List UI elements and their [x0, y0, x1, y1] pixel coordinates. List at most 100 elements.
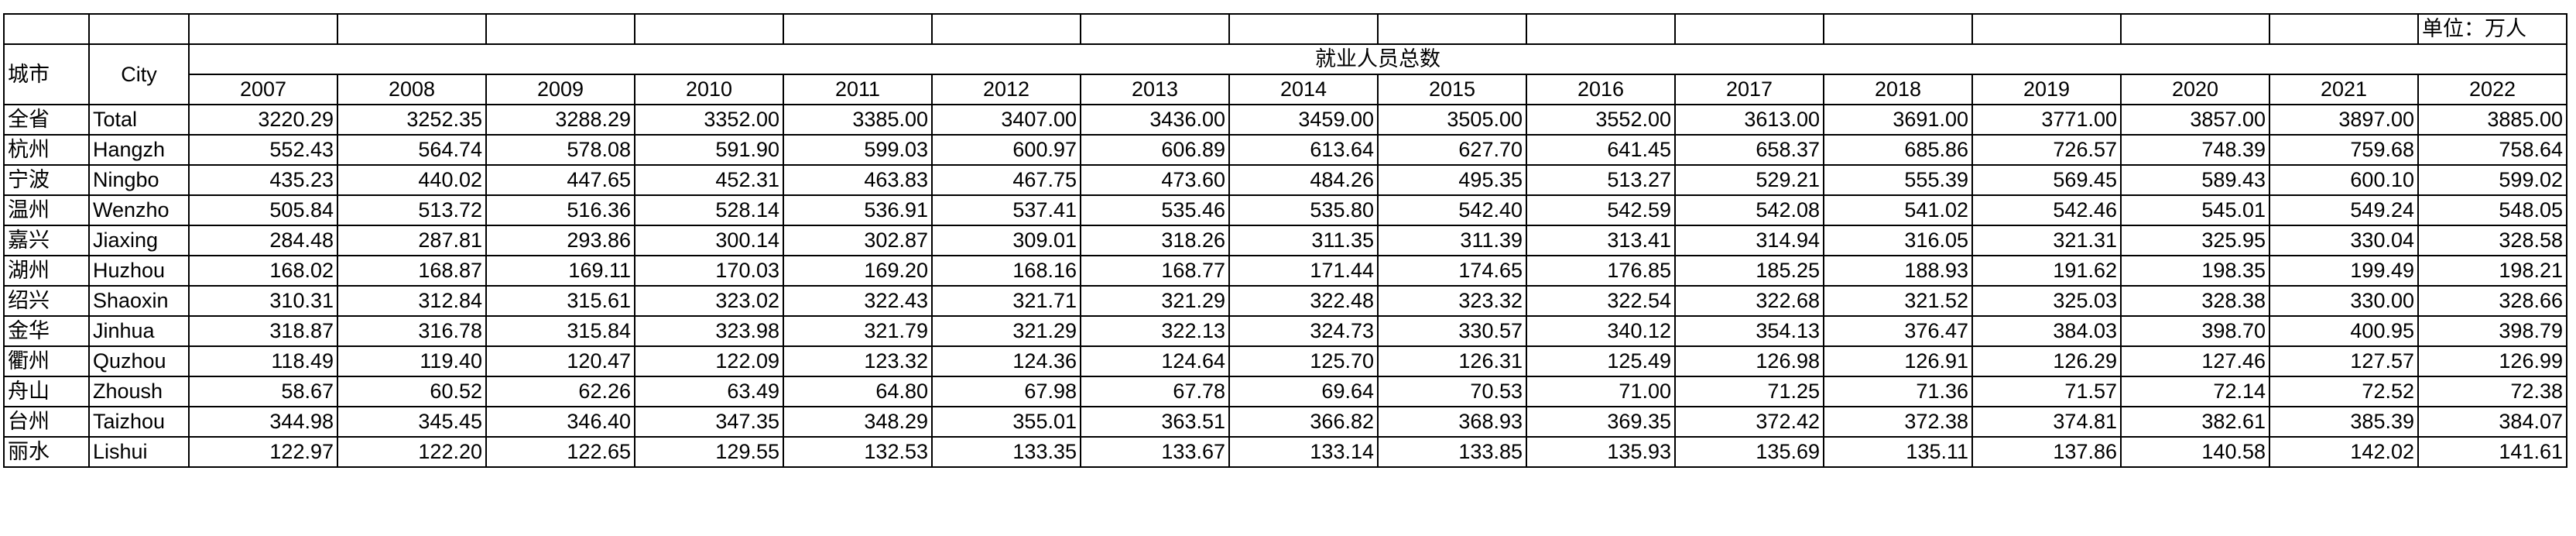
- table-row: 衢州 Quzhou 118.49 119.40 120.47 122.09 123.32 12…: [3, 345, 2567, 377]
- value-cell: 599.02: [2417, 164, 2567, 196]
- year-header: 2019: [1971, 74, 2122, 105]
- value-cell: 118.49: [188, 345, 338, 377]
- value-cell: 3505.00: [1377, 104, 1527, 136]
- value-cell: 140.58: [2120, 436, 2270, 468]
- value-cell: 346.40: [485, 406, 635, 438]
- value-cell: 62.26: [485, 376, 635, 407]
- value-cell: 548.05: [2417, 194, 2567, 226]
- city-en: Hangzh: [88, 134, 190, 166]
- table-row: 温州 Wenzho 505.84 513.72 516.36 528.14 536.91 53…: [3, 194, 2567, 226]
- value-cell: 168.77: [1080, 255, 1230, 287]
- city-cn: 宁波: [3, 164, 90, 196]
- city-en: Jiaxing: [88, 225, 190, 256]
- value-cell: 312.84: [337, 285, 487, 317]
- value-cell: 198.35: [2120, 255, 2270, 287]
- value-cell: 126.99: [2417, 345, 2567, 377]
- value-cell: 133.14: [1228, 436, 1379, 468]
- value-cell: 330.04: [2269, 225, 2419, 256]
- city-cn: 台州: [3, 406, 90, 438]
- value-cell: 3459.00: [1228, 104, 1379, 136]
- value-cell: 354.13: [1674, 315, 1824, 347]
- city-cn: 全省: [3, 104, 90, 136]
- value-cell: 400.95: [2269, 315, 2419, 347]
- year-header: 2007: [188, 74, 338, 105]
- value-cell: 385.39: [2269, 406, 2419, 438]
- value-cell: 311.35: [1228, 225, 1379, 256]
- value-cell: 552.43: [188, 134, 338, 166]
- value-cell: 63.49: [634, 376, 784, 407]
- value-cell: 542.59: [1526, 194, 1676, 226]
- value-cell: 122.97: [188, 436, 338, 468]
- value-cell: 141.61: [2417, 436, 2567, 468]
- table-row: 2007 2008 2009 2010 2011 2012 2013 2014 2015 2016…: [4, 74, 2567, 105]
- value-cell: 300.14: [634, 225, 784, 256]
- value-cell: 372.42: [1674, 406, 1824, 438]
- value-cell: 3771.00: [1971, 104, 2122, 136]
- value-cell: 505.84: [188, 194, 338, 226]
- value-cell: 3613.00: [1674, 104, 1824, 136]
- value-cell: 284.48: [188, 225, 338, 256]
- value-cell: 440.02: [337, 164, 487, 196]
- table-row: 单位：万人: [3, 13, 2567, 45]
- value-cell: 473.60: [1080, 164, 1230, 196]
- empty-cell: [1971, 13, 2122, 45]
- city-cn: 湖州: [3, 255, 90, 287]
- city-cn: 绍兴: [3, 285, 90, 317]
- value-cell: 311.39: [1377, 225, 1527, 256]
- value-cell: 3288.29: [485, 104, 635, 136]
- value-cell: 613.64: [1228, 134, 1379, 166]
- value-cell: 321.79: [783, 315, 933, 347]
- value-cell: 199.49: [2269, 255, 2419, 287]
- value-cell: 3220.29: [188, 104, 338, 136]
- sheet: 单位：万人 城市 City 就业人员总数 2007 2008 2009 2010 2011 201…: [3, 13, 2567, 468]
- city-cn-header: 城市: [3, 43, 90, 105]
- table-row: 湖州 Huzhou 168.02 168.87 169.11 170.03 169.20 16…: [3, 255, 2567, 287]
- value-cell: 168.02: [188, 255, 338, 287]
- value-cell: 122.09: [634, 345, 784, 377]
- empty-cell: [634, 13, 784, 45]
- value-cell: 549.24: [2269, 194, 2419, 226]
- value-cell: 599.03: [783, 134, 933, 166]
- value-cell: 589.43: [2120, 164, 2270, 196]
- value-cell: 126.29: [1971, 345, 2122, 377]
- value-cell: 467.75: [931, 164, 1081, 196]
- value-cell: 513.72: [337, 194, 487, 226]
- value-cell: 174.65: [1377, 255, 1527, 287]
- value-cell: 168.87: [337, 255, 487, 287]
- value-cell: 600.97: [931, 134, 1081, 166]
- value-cell: 323.02: [634, 285, 784, 317]
- city-en: Jinhua: [88, 315, 190, 347]
- value-cell: 516.36: [485, 194, 635, 226]
- table-row: 宁波 Ningbo 435.23 440.02 447.65 452.31 463.83 46…: [3, 164, 2567, 196]
- value-cell: 310.31: [188, 285, 338, 317]
- city-en: Wenzho: [88, 194, 190, 226]
- value-cell: 495.35: [1377, 164, 1527, 196]
- value-cell: 3897.00: [2269, 104, 2419, 136]
- city-cn: 丽水: [3, 436, 90, 468]
- city-cn: 金华: [3, 315, 90, 347]
- table-row: 城市 City 就业人员总数: [3, 43, 2567, 105]
- table-row: 绍兴 Shaoxin 310.31 312.84 315.61 323.02 322.43 3…: [3, 285, 2567, 317]
- value-cell: 142.02: [2269, 436, 2419, 468]
- value-cell: 726.57: [1971, 134, 2122, 166]
- value-cell: 318.26: [1080, 225, 1230, 256]
- table-row: 丽水 Lishui 122.97 122.20 122.65 129.55 132.53 13…: [3, 436, 2567, 468]
- value-cell: 748.39: [2120, 134, 2270, 166]
- city-cn: 舟山: [3, 376, 90, 407]
- value-cell: 528.14: [634, 194, 784, 226]
- city-en: Zhoush: [88, 376, 190, 407]
- value-cell: 71.00: [1526, 376, 1676, 407]
- value-cell: 3436.00: [1080, 104, 1230, 136]
- city-cn: 嘉兴: [3, 225, 90, 256]
- value-cell: 321.31: [1971, 225, 2122, 256]
- value-cell: 564.74: [337, 134, 487, 166]
- value-cell: 542.40: [1377, 194, 1527, 226]
- year-header: 2018: [1823, 74, 1973, 105]
- empty-cell: [1674, 13, 1824, 45]
- empty-cell: [1377, 13, 1527, 45]
- value-cell: 72.52: [2269, 376, 2419, 407]
- value-cell: 3385.00: [783, 104, 933, 136]
- city-en: Shaoxin: [88, 285, 190, 317]
- value-cell: 60.52: [337, 376, 487, 407]
